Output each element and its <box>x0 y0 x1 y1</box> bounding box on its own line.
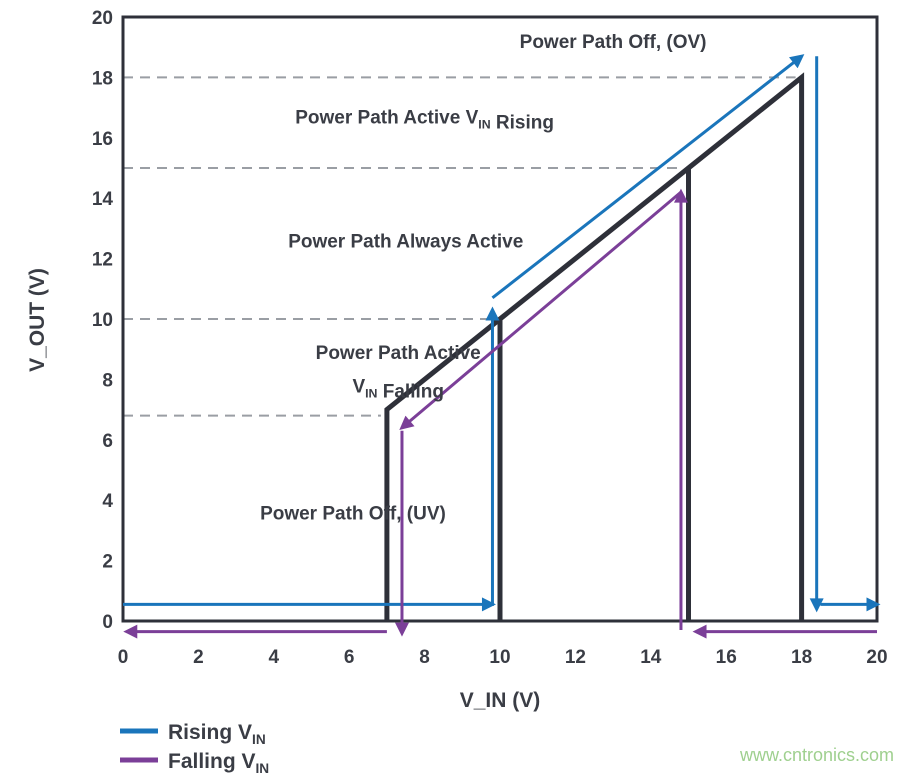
region-label: Power Path Off, (OV) <box>520 32 707 53</box>
x-tick-label: 2 <box>193 647 204 668</box>
x-tick-label: 16 <box>716 647 737 668</box>
y-tick-label: 10 <box>92 310 113 331</box>
region-label: Power Path Active <box>316 343 481 364</box>
y-tick-label: 2 <box>102 552 113 573</box>
x-tick-label: 20 <box>866 647 887 668</box>
x-tick-label: 10 <box>489 647 510 668</box>
watermark: www.cntronics.com <box>739 745 894 765</box>
y-tick-label: 12 <box>92 250 113 271</box>
region-label: Power Path Off, (UV) <box>260 503 446 524</box>
legend-label: Rising VIN <box>168 721 266 747</box>
x-tick-label: 0 <box>118 647 129 668</box>
y-tick-label: 0 <box>102 612 113 633</box>
x-tick-label: 6 <box>344 647 355 668</box>
x-axis-label: V_IN (V) <box>460 689 541 712</box>
legend-label: Falling VIN <box>168 750 269 776</box>
y-tick-label: 6 <box>102 431 113 452</box>
region-label: Power Path Active VIN Rising <box>295 108 554 134</box>
y-tick-label: 14 <box>92 189 114 210</box>
series-arrow-falling <box>399 191 682 430</box>
x-tick-label: 18 <box>791 647 812 668</box>
y-tick-label: 16 <box>92 129 113 150</box>
y-tick-label: 4 <box>102 491 113 512</box>
x-tick-label: 4 <box>269 647 280 668</box>
region-label: VIN Falling <box>352 376 444 402</box>
y-axis-label: V_OUT (V) <box>26 268 49 372</box>
y-tick-label: 20 <box>92 8 113 29</box>
x-tick-label: 12 <box>565 647 586 668</box>
y-tick-label: 8 <box>102 370 113 391</box>
region-label: Power Path Always Active <box>288 231 523 252</box>
series-arrow-rising <box>491 54 805 300</box>
x-tick-label: 8 <box>419 647 430 668</box>
x-tick-label: 14 <box>640 647 662 668</box>
transfer-curve <box>384 72 805 621</box>
y-tick-label: 18 <box>92 68 113 89</box>
